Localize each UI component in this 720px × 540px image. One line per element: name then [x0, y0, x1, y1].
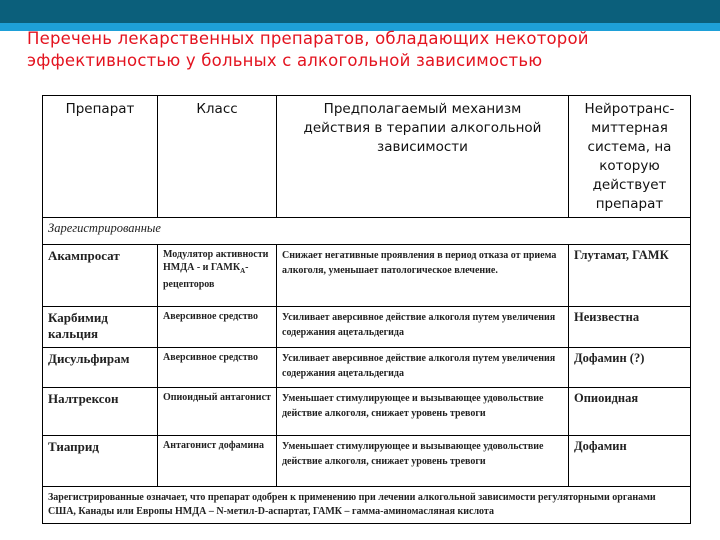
drug-name: Тиаприд	[42, 435, 158, 487]
drug-class: Опиоидный антагонист	[157, 387, 277, 436]
drug-class: Антагонист дофамина	[157, 435, 277, 487]
drug-class: Модулятор активности НМДА - и ГАМКА-реце…	[157, 244, 277, 307]
drug-name: Дисульфирам	[42, 347, 158, 388]
header-strip	[0, 23, 720, 31]
section-label: Зарегистрированные	[42, 217, 691, 245]
drug-mechanism: Снижает негативные проявления в период о…	[276, 244, 569, 307]
title-line-1: Перечень лекарственных препаратов, облад…	[27, 29, 589, 48]
header-drug: Препарат	[42, 95, 158, 218]
header-system: Нейротранс-миттерная система, на которую…	[568, 95, 691, 218]
drugs-table: Препарат Класс Предполагаемый механизм д…	[42, 95, 691, 524]
drug-name: Налтрексон	[42, 387, 158, 436]
slide-title: Перечень лекарственных препаратов, облад…	[27, 28, 707, 72]
drug-system: Дофамин	[568, 435, 691, 487]
drug-mechanism: Уменьшает стимулирующее и вызывающее удо…	[276, 435, 569, 487]
header-line	[420, 38, 668, 41]
drug-system: Опиоидная	[568, 387, 691, 436]
drug-name: Карбимид кальция	[42, 306, 158, 348]
section-row: Зарегистрированные	[42, 217, 691, 245]
drug-mechanism: Усиливает аверсивное действие алкоголя п…	[276, 347, 569, 388]
table-row: Карбимид кальция Аверсивное средство Уси…	[42, 306, 691, 348]
drug-class: Аверсивное средство	[157, 347, 277, 388]
footnote: Зарегистрированные означает, что препара…	[42, 486, 691, 524]
table-row: Налтрексон Опиоидный антагонист Уменьшае…	[42, 387, 691, 436]
drug-system: Дофамин (?)	[568, 347, 691, 388]
table-row: Дисульфирам Аверсивное средство Усиливае…	[42, 347, 691, 388]
drug-mechanism: Усиливает аверсивное действие алкоголя п…	[276, 306, 569, 348]
drug-system: Глутамат, ГАМК	[568, 244, 691, 307]
drug-name: Акампросат	[42, 244, 158, 307]
header-mechanism: Предполагаемый механизм действия в терап…	[276, 95, 569, 218]
table-row: Акампросат Модулятор активности НМДА - и…	[42, 244, 691, 307]
drug-class: Аверсивное средство	[157, 306, 277, 348]
table-row: Тиаприд Антагонист дофамина Уменьшает ст…	[42, 435, 691, 487]
drug-system: Неизвестна	[568, 306, 691, 348]
drug-mechanism: Уменьшает стимулирующее и вызывающее удо…	[276, 387, 569, 436]
table-header-row: Препарат Класс Предполагаемый механизм д…	[42, 95, 691, 218]
header-bar	[0, 0, 720, 23]
title-line-2: эффективностью у больных с алкогольной з…	[27, 51, 543, 70]
header-class: Класс	[157, 95, 277, 218]
footnote-row: Зарегистрированные означает, что препара…	[42, 486, 691, 524]
